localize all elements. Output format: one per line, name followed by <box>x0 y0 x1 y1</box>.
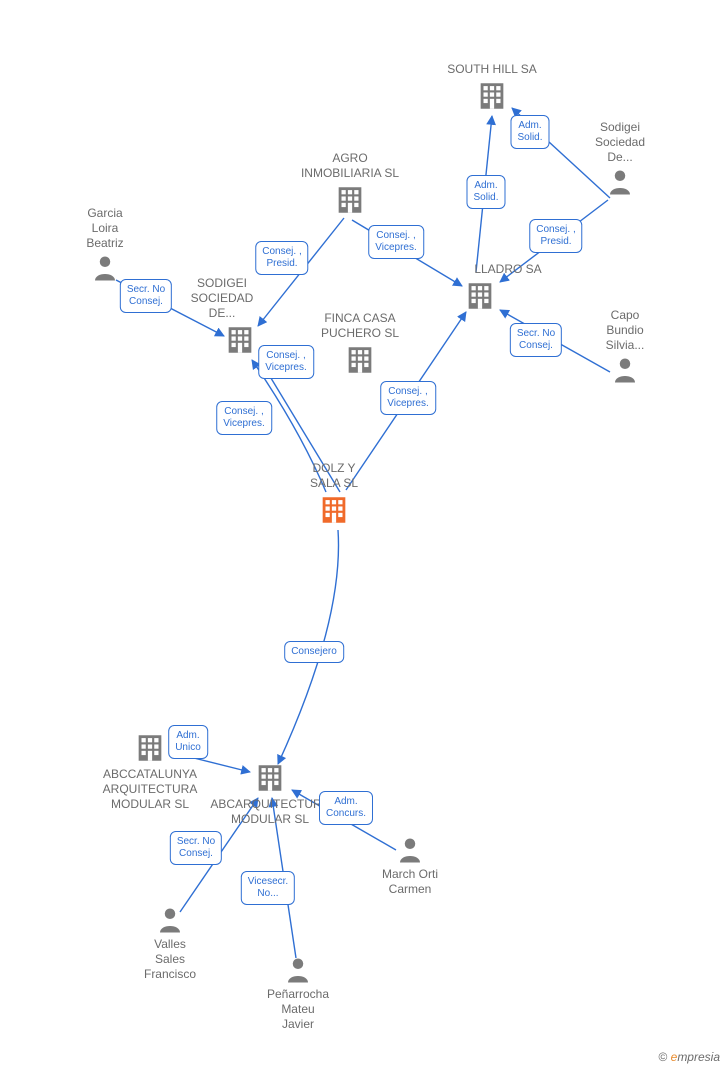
node-label: ABCARQUITECTURAMODULAR SL <box>200 797 340 827</box>
node-label: SODIGEISOCIEDADDE... <box>152 276 292 321</box>
edge-label-e8: Consej. , Vicepres. <box>216 401 272 435</box>
edges-layer <box>0 0 728 1070</box>
node-label: March OrtiCarmen <box>340 867 480 897</box>
node-finca: FINCA CASAPUCHERO SL <box>290 311 430 377</box>
node-lladro: LLADRO SA <box>410 262 550 313</box>
node-march: March OrtiCarmen <box>340 835 480 897</box>
edge-e2 <box>476 116 492 272</box>
edge-e8 <box>252 360 326 492</box>
edge-label-e12: Adm. Unico <box>168 725 208 759</box>
node-label: GarciaLoiraBeatriz <box>35 206 175 251</box>
edge-e1 <box>512 108 610 198</box>
edge-e3 <box>500 200 608 282</box>
credit: © empresia <box>658 1050 720 1064</box>
edge-label-e9: Consej. , Vicepres. <box>258 345 314 379</box>
node-label: ABCCATALUNYAARQUITECTURAMODULAR SL <box>80 767 220 812</box>
edge-label-e1: Adm. Solid. <box>510 115 549 149</box>
edge-e6 <box>258 218 344 326</box>
edge-e10 <box>346 312 466 490</box>
edge-label-e10: Consej. , Vicepres. <box>380 381 436 415</box>
node-dolz: DOLZ YSALA SL <box>264 461 404 527</box>
edge-label-e14: Secr. No Consej. <box>170 831 222 865</box>
edge-e11 <box>278 530 339 764</box>
edge-label-e6: Consej. , Presid. <box>255 241 308 275</box>
edge-e15 <box>272 798 296 958</box>
node-abccatalunya: ABCCATALUNYAARQUITECTURAMODULAR SL <box>80 731 220 812</box>
node-label: LLADRO SA <box>438 262 578 277</box>
edge-label-e3: Consej. , Presid. <box>529 219 582 253</box>
edge-label-e2: Adm. Solid. <box>466 175 505 209</box>
node-label: DOLZ YSALA SL <box>264 461 404 491</box>
node-abcarq: ABCARQUITECTURAMODULAR SL <box>200 761 340 827</box>
copyright-symbol: © <box>658 1050 667 1064</box>
node-label: SodigeiSociedadDe... <box>550 120 690 165</box>
edge-e9 <box>260 360 340 492</box>
edge-label-e5: Secr. No Consej. <box>510 323 562 357</box>
node-garcia: GarciaLoiraBeatriz <box>35 206 175 283</box>
node-south_hill: SOUTH HILL SA <box>422 62 562 113</box>
node-label: PeñarrochaMateuJavier <box>228 987 368 1032</box>
node-label: AGROINMOBILIARIA SL <box>280 151 420 181</box>
node-valles: VallesSalesFrancisco <box>100 905 240 982</box>
node-sodigei_de: SODIGEISOCIEDADDE... <box>170 276 310 357</box>
node-label: VallesSalesFrancisco <box>100 937 240 982</box>
edge-label-e13: Adm. Concurs. <box>319 791 373 825</box>
edge-e5 <box>500 310 610 372</box>
node-label: SOUTH HILL SA <box>422 62 562 77</box>
node-capo: CapoBundioSilvia... <box>555 308 695 385</box>
credit-mp: mpresia <box>677 1050 720 1064</box>
edge-label-e7: Secr. No Consej. <box>120 279 172 313</box>
edge-e4 <box>352 220 462 286</box>
network-canvas: { "canvas": { "width": 728, "height": 10… <box>0 0 728 1070</box>
edge-label-e11: Consejero <box>284 641 344 663</box>
edge-label-e15: Vicesecr. No... <box>241 871 295 905</box>
edge-e14 <box>180 798 258 912</box>
edge-e7 <box>116 280 224 336</box>
node-label: FINCA CASAPUCHERO SL <box>290 311 430 341</box>
edge-label-e4: Consej. , Vicepres. <box>368 225 424 259</box>
node-penarrocha: PeñarrochaMateuJavier <box>228 955 368 1032</box>
node-sodigei_soc: SodigeiSociedadDe... <box>550 120 690 197</box>
node-label: CapoBundioSilvia... <box>555 308 695 353</box>
edge-e12 <box>170 752 250 772</box>
node-agro_inmo: AGROINMOBILIARIA SL <box>280 151 420 217</box>
edge-e13 <box>292 790 396 850</box>
